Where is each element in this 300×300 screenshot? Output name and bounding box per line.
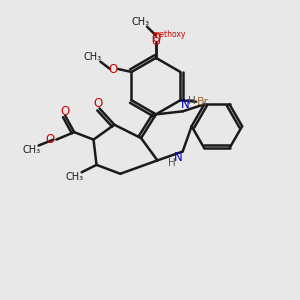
- Text: O: O: [151, 32, 160, 45]
- Text: O: O: [61, 105, 70, 118]
- Text: Br: Br: [197, 97, 209, 107]
- Text: CH₃: CH₃: [84, 52, 102, 62]
- Text: N: N: [180, 98, 189, 111]
- Text: CH₃: CH₃: [131, 17, 150, 27]
- Text: O: O: [46, 133, 55, 146]
- Text: O: O: [152, 37, 160, 46]
- Text: N: N: [174, 151, 183, 164]
- Text: H: H: [167, 158, 175, 168]
- Text: O: O: [93, 98, 103, 110]
- Text: O: O: [108, 62, 118, 76]
- Text: H: H: [188, 96, 196, 106]
- Text: CH₃: CH₃: [22, 145, 40, 155]
- Text: methoxy: methoxy: [153, 30, 186, 39]
- Text: CH₃: CH₃: [65, 172, 83, 182]
